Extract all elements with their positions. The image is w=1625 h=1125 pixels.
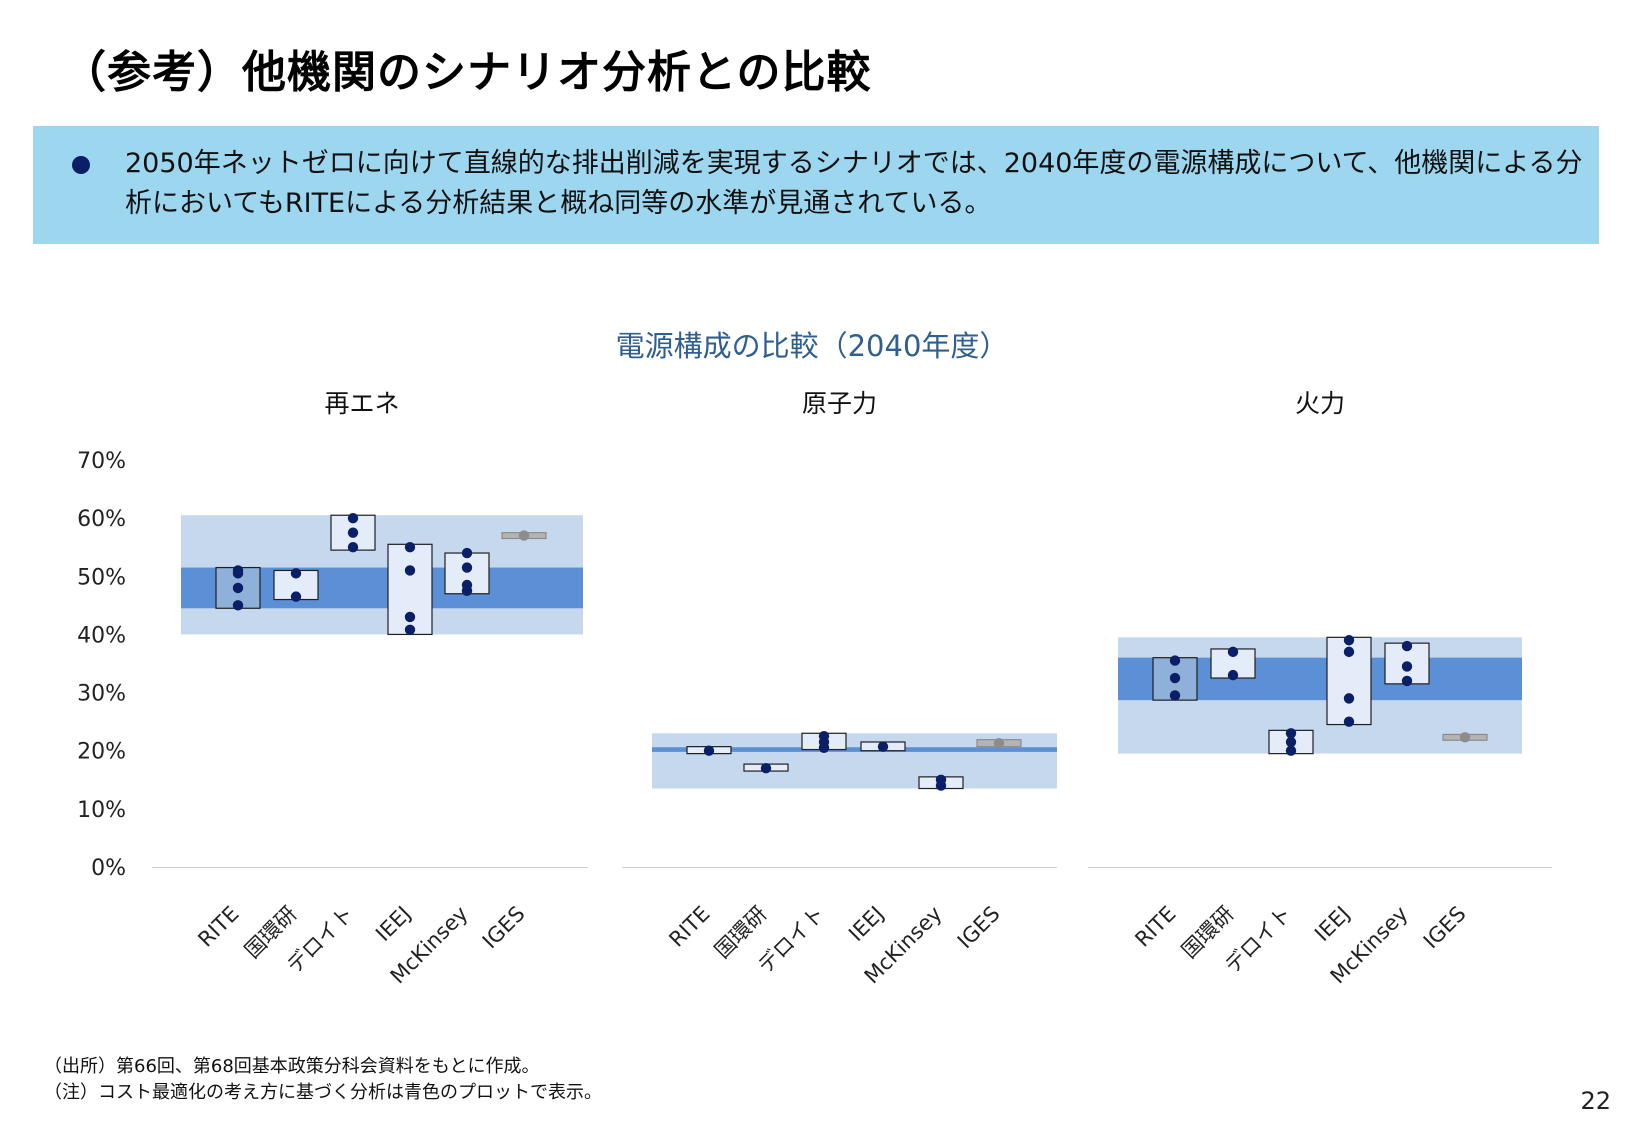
- x-tick-label: IEEJ: [371, 902, 416, 947]
- data-point: [1227, 669, 1239, 681]
- x-tick-label: IEEJ: [1310, 902, 1355, 947]
- bullet-icon: [72, 156, 90, 174]
- panel-title: 再エネ: [324, 389, 399, 418]
- x-tick-label: RITE: [1130, 902, 1180, 952]
- power-mix-chart: 電源構成の比較（2040年度） 0% 10% 20% 30% 40% 50% 60% 70% 再エ…: [77, 329, 1552, 988]
- data-point: [404, 565, 416, 576]
- data-point: [404, 611, 416, 623]
- data-point: [703, 745, 715, 756]
- data-point: [1343, 635, 1355, 646]
- data-point: [1459, 732, 1471, 743]
- data-point: [1169, 655, 1181, 666]
- data-point: [760, 762, 772, 774]
- x-tick-label: IEEJ: [844, 902, 889, 947]
- inner-range-band: [652, 747, 1057, 752]
- data-point: [1401, 675, 1413, 687]
- data-point: [518, 530, 530, 541]
- data-point: [404, 624, 416, 635]
- y-tick-label: 0%: [91, 856, 126, 881]
- y-tick-label: 40%: [77, 623, 126, 648]
- data-point: [1169, 690, 1181, 701]
- data-point: [290, 568, 302, 579]
- data-point: [1227, 646, 1239, 658]
- data-point: [232, 600, 244, 611]
- data-point: [1343, 646, 1355, 658]
- data-point: [877, 741, 889, 752]
- page-title: （参考）他機関のシナリオ分析との比較: [62, 47, 872, 98]
- panel-title: 原子力: [802, 389, 877, 418]
- data-point: [347, 512, 359, 524]
- y-tick-label: 30%: [77, 682, 126, 707]
- data-point: [1343, 693, 1355, 704]
- data-point: [935, 774, 947, 785]
- y-tick-label: 60%: [77, 507, 126, 532]
- footnote-note: （注）コスト最適化の考え方に基づく分析は青色のプロットで表示。: [44, 1082, 602, 1103]
- x-tick-label: IGES: [1419, 902, 1471, 954]
- data-point: [347, 542, 359, 553]
- data-point: [1401, 640, 1413, 652]
- data-point: [461, 579, 473, 591]
- panel-title: 火力: [1295, 389, 1345, 418]
- data-point: [461, 547, 473, 559]
- data-point: [232, 565, 244, 576]
- data-point: [1401, 661, 1413, 672]
- summary-text: 2050年ネットゼロに向けて直線的な排出削減を実現するシナリオでは、2040年度…: [125, 148, 1583, 219]
- data-point: [290, 591, 302, 602]
- x-tick-label: IGES: [478, 902, 530, 954]
- chart-title: 電源構成の比較（2040年度）: [616, 329, 1009, 363]
- y-tick-label: 10%: [77, 798, 126, 823]
- footnote-source: （出所）第66回、第68回基本政策分科会資料をもとに作成。: [44, 1056, 540, 1077]
- data-point: [404, 542, 416, 553]
- y-tick-label: 20%: [77, 740, 126, 765]
- summary-box: 2050年ネットゼロに向けて直線的な排出削減を実現するシナリオでは、2040年度…: [33, 126, 1599, 244]
- data-point: [993, 737, 1005, 749]
- data-point: [1169, 672, 1181, 684]
- y-tick-label: 70%: [77, 449, 126, 474]
- page-number: 22: [1580, 1087, 1611, 1115]
- data-point: [818, 730, 830, 742]
- data-point: [347, 527, 359, 538]
- data-point: [232, 582, 244, 594]
- data-point: [1343, 716, 1355, 727]
- x-tick-label: RITE: [193, 902, 243, 952]
- data-point: [1285, 745, 1297, 756]
- x-tick-label: RITE: [664, 902, 714, 952]
- data-point: [461, 562, 473, 573]
- x-tick-label: IGES: [953, 902, 1005, 954]
- data-point: [1285, 736, 1297, 748]
- data-point: [1285, 728, 1297, 739]
- y-tick-label: 50%: [77, 565, 126, 590]
